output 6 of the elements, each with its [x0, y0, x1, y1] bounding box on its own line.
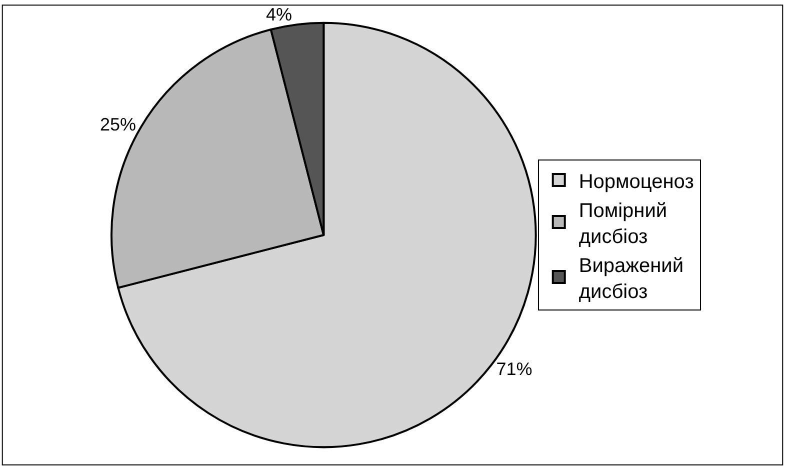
data-label: 4%: [266, 4, 292, 25]
data-label: 71%: [496, 358, 532, 379]
legend-label: Нормоценоз: [578, 170, 694, 193]
data-label: 25%: [100, 114, 136, 134]
legend-label: Виражений дисбіоз: [578, 254, 684, 303]
legend-label: Помірний дисбіоз: [578, 200, 668, 248]
